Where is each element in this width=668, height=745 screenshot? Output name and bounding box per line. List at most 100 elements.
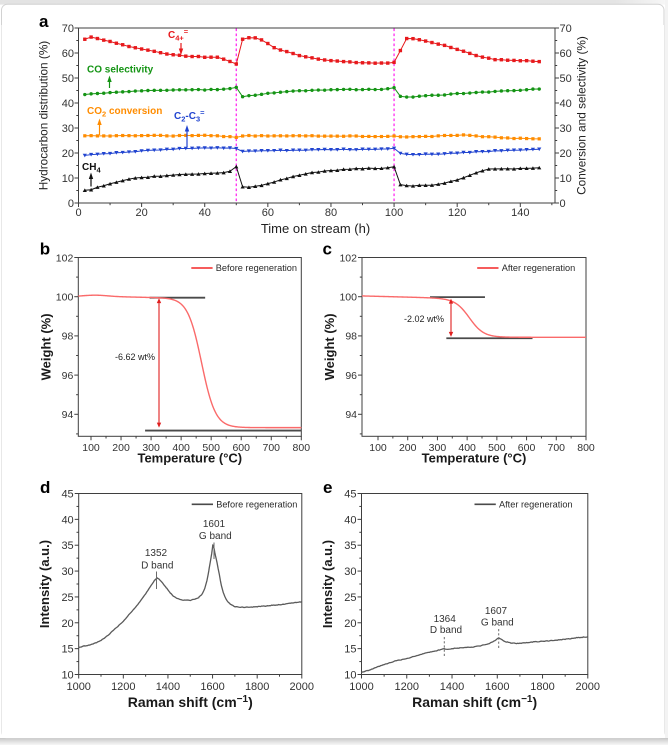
svg-text:50: 50 <box>560 73 572 85</box>
svg-text:30: 30 <box>344 566 356 578</box>
svg-text:40: 40 <box>61 514 73 526</box>
svg-text:20: 20 <box>62 148 74 160</box>
svg-text:800: 800 <box>577 442 595 454</box>
svg-text:70: 70 <box>560 23 572 35</box>
svg-text:Time on stream (h): Time on stream (h) <box>261 221 370 236</box>
svg-text:0: 0 <box>68 198 74 210</box>
svg-text:G band: G band <box>481 618 514 629</box>
svg-text:102: 102 <box>56 252 74 264</box>
svg-text:1200: 1200 <box>395 681 419 693</box>
svg-text:Conversion and selectivity (%): Conversion and selectivity (%) <box>575 36 589 195</box>
svg-text:40: 40 <box>344 514 356 526</box>
svg-text:10: 10 <box>344 670 356 682</box>
svg-text:G band: G band <box>199 531 232 542</box>
svg-text:-2.02 wt%: -2.02 wt% <box>404 314 444 324</box>
svg-text:1400: 1400 <box>440 681 464 693</box>
svg-text:CH4: CH4 <box>82 162 101 175</box>
svg-text:98: 98 <box>62 331 74 343</box>
svg-text:100: 100 <box>339 292 357 304</box>
svg-text:Intensity (a.u.): Intensity (a.u.) <box>320 540 335 628</box>
svg-text:After regeneration: After regeneration <box>502 263 576 273</box>
svg-text:80: 80 <box>325 207 337 219</box>
svg-text:35: 35 <box>61 540 73 552</box>
svg-text:10: 10 <box>62 173 74 185</box>
svg-text:1607: 1607 <box>485 606 508 617</box>
svg-text:2000: 2000 <box>290 681 314 693</box>
svg-text:Intensity (a.u.): Intensity (a.u.) <box>37 540 52 628</box>
svg-text:25: 25 <box>61 592 73 604</box>
svg-text:Weight (%): Weight (%) <box>322 313 337 380</box>
svg-text:45: 45 <box>61 489 73 501</box>
svg-text:1000: 1000 <box>66 681 90 693</box>
svg-text:1600: 1600 <box>485 681 509 693</box>
svg-text:e: e <box>323 478 332 497</box>
svg-text:1200: 1200 <box>111 681 135 693</box>
svg-text:45: 45 <box>344 489 356 501</box>
svg-text:0: 0 <box>75 207 81 219</box>
svg-text:30: 30 <box>61 566 73 578</box>
svg-text:D band: D band <box>141 561 173 572</box>
svg-text:-6.62 wt%: -6.62 wt% <box>115 352 155 362</box>
svg-text:100: 100 <box>385 207 403 219</box>
svg-text:CO2 conversion: CO2 conversion <box>87 106 162 119</box>
svg-text:1800: 1800 <box>530 681 554 693</box>
svg-text:102: 102 <box>339 252 357 264</box>
svg-text:500: 500 <box>488 442 506 454</box>
svg-text:1600: 1600 <box>200 681 224 693</box>
svg-text:200: 200 <box>399 442 417 454</box>
svg-text:98: 98 <box>345 331 357 343</box>
svg-text:60: 60 <box>560 48 572 60</box>
svg-text:After regeneration: After regeneration <box>499 500 573 510</box>
svg-text:1364: 1364 <box>434 614 457 625</box>
svg-text:15: 15 <box>344 644 356 656</box>
svg-text:40: 40 <box>199 207 211 219</box>
svg-text:20: 20 <box>344 618 356 630</box>
svg-text:300: 300 <box>142 442 160 454</box>
svg-text:10: 10 <box>560 173 572 185</box>
svg-text:Temperature (°C): Temperature (°C) <box>137 451 242 466</box>
svg-text:0: 0 <box>560 198 566 210</box>
svg-text:40: 40 <box>62 98 74 110</box>
svg-text:96: 96 <box>345 370 357 382</box>
svg-text:Raman shift (cm−1): Raman shift (cm−1) <box>412 694 537 710</box>
svg-text:40: 40 <box>560 98 572 110</box>
svg-text:20: 20 <box>61 618 73 630</box>
svg-text:d: d <box>40 478 50 497</box>
svg-text:100: 100 <box>82 442 100 454</box>
svg-text:600: 600 <box>232 442 250 454</box>
svg-text:120: 120 <box>448 207 466 219</box>
svg-text:70: 70 <box>62 23 74 35</box>
svg-text:Before regeneration: Before regeneration <box>216 500 297 510</box>
svg-text:35: 35 <box>344 540 356 552</box>
svg-text:800: 800 <box>293 442 311 454</box>
svg-text:600: 600 <box>518 442 536 454</box>
svg-text:20: 20 <box>560 148 572 160</box>
svg-text:500: 500 <box>202 442 220 454</box>
svg-text:Before regeneration: Before regeneration <box>216 263 297 273</box>
svg-text:200: 200 <box>112 442 130 454</box>
svg-text:CO selectivity: CO selectivity <box>87 65 154 76</box>
svg-text:60: 60 <box>262 207 274 219</box>
svg-text:1352: 1352 <box>145 548 168 559</box>
svg-text:C4+=: C4+= <box>168 27 189 43</box>
svg-text:94: 94 <box>62 409 74 421</box>
svg-text:25: 25 <box>344 592 356 604</box>
svg-text:2000: 2000 <box>576 681 600 693</box>
svg-text:700: 700 <box>548 442 566 454</box>
svg-text:a: a <box>39 12 49 31</box>
svg-text:b: b <box>40 240 50 259</box>
svg-text:60: 60 <box>62 48 74 60</box>
svg-text:Hydrocarbon distribution (%): Hydrocarbon distribution (%) <box>37 41 51 191</box>
svg-text:700: 700 <box>262 442 280 454</box>
svg-text:50: 50 <box>62 73 74 85</box>
svg-text:D band: D band <box>430 625 462 636</box>
svg-text:Raman shift (cm−1): Raman shift (cm−1) <box>128 694 253 710</box>
svg-text:96: 96 <box>62 370 74 382</box>
svg-text:1800: 1800 <box>245 681 269 693</box>
svg-text:300: 300 <box>429 442 447 454</box>
svg-text:c: c <box>323 240 332 259</box>
svg-text:1601: 1601 <box>203 519 226 530</box>
svg-text:Weight (%): Weight (%) <box>38 313 53 380</box>
svg-text:20: 20 <box>135 207 147 219</box>
svg-text:140: 140 <box>511 207 529 219</box>
